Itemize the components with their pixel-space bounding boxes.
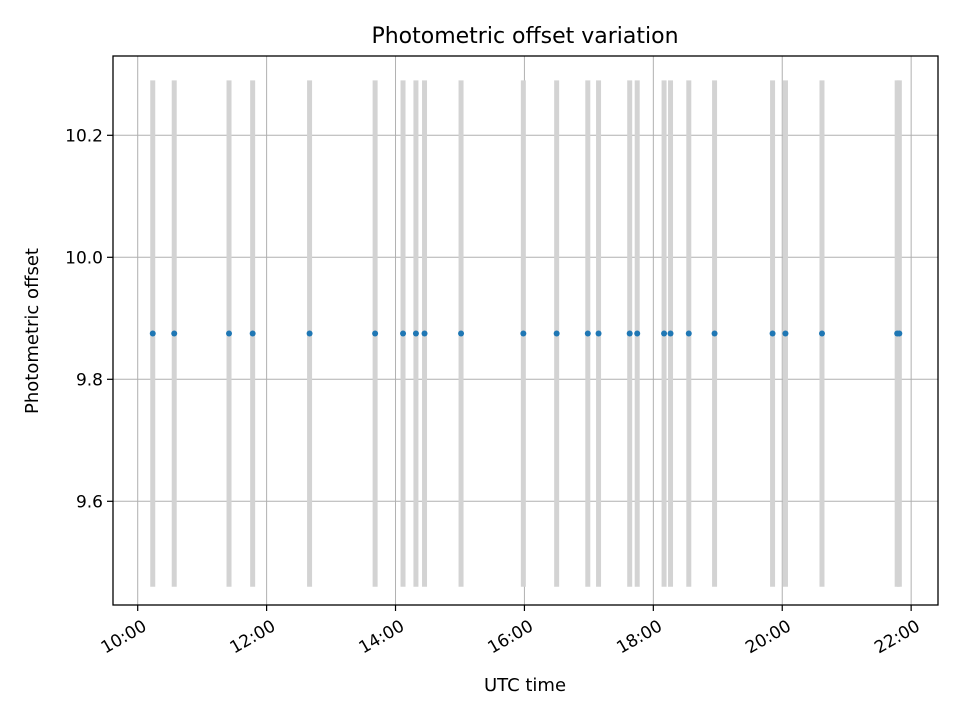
y-axis-label: Photometric offset [22,248,43,414]
x-axis: 10:00 12:00 14:00 16:00 18:00 20:00 22:00 [98,605,924,658]
data-point [634,330,641,337]
y-tick-label: 9.8 [76,370,103,390]
data-point [685,330,692,337]
chart-title: Photometric offset variation [371,24,678,49]
data-point [149,330,156,337]
data-point [769,330,776,337]
data-point [249,330,256,337]
data-point [520,330,527,337]
x-tick-label: 22:00 [871,616,923,658]
data-point [171,330,178,337]
data-point [661,330,668,337]
x-tick-label: 18:00 [613,616,665,658]
data-point [626,330,633,337]
y-axis: 9.6 9.8 10.0 10.2 [65,126,113,512]
data-point [226,330,233,337]
data-point [421,330,428,337]
data-point [553,330,560,337]
data-point [584,330,591,337]
x-tick-label: 12:00 [227,616,279,658]
data-point [711,330,718,337]
point-layer [149,330,903,337]
data-point [458,330,465,337]
data-point [782,330,789,337]
data-point [667,330,674,337]
data-point [400,330,407,337]
data-point [818,330,825,337]
data-point [306,330,313,337]
x-tick-label: 14:00 [356,616,408,658]
y-tick-label: 10.0 [65,248,103,268]
x-axis-label: UTC time [484,675,566,696]
data-point [412,330,419,337]
data-point [595,330,602,337]
data-point [372,330,379,337]
plot-frame [112,55,939,606]
x-tick-label: 20:00 [742,616,794,658]
x-tick-label: 16:00 [484,616,536,658]
x-tick-label: 10:00 [98,616,150,658]
y-tick-label: 9.6 [76,492,103,512]
data-point [896,330,903,337]
y-tick-label: 10.2 [65,126,103,146]
